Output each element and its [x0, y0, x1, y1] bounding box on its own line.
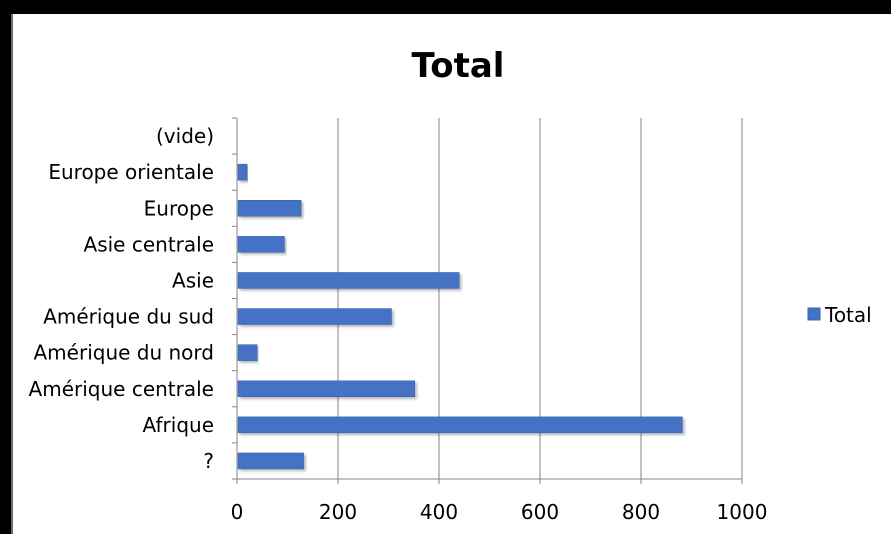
category-labels: (vide) Europe orientale Europe Asie central… [29, 124, 214, 473]
category-label-0: (vide) [156, 124, 214, 148]
x-tick-label-1000: 1000 [717, 500, 768, 524]
x-tick-label-200: 200 [319, 500, 357, 524]
x-tick-label-800: 800 [622, 500, 660, 524]
category-label-6: Amérique du nord [34, 341, 215, 365]
category-label-2: Europe [144, 196, 214, 220]
x-tick-label-400: 400 [420, 500, 458, 524]
bar-4 [237, 272, 460, 289]
bar-6 [237, 344, 258, 361]
window-left-border-shadow [11, 14, 13, 534]
bars [237, 163, 683, 470]
x-tick-label-0: 0 [231, 500, 244, 524]
legend-swatch-total [807, 307, 821, 321]
category-label-7: Amérique centrale [29, 377, 214, 401]
bar-3 [237, 236, 285, 253]
bar-2 [237, 200, 302, 217]
window-left-border [0, 0, 11, 534]
bar-7 [237, 380, 415, 397]
x-tick-labels: 0 200 400 600 800 1000 [231, 500, 768, 524]
category-label-9: ? [203, 449, 214, 473]
legend: Total [807, 303, 872, 327]
axes [232, 117, 743, 484]
category-label-1: Europe orientale [48, 160, 214, 184]
bar-9 [237, 452, 304, 470]
bar-1 [237, 163, 248, 181]
x-tick-label-600: 600 [521, 500, 559, 524]
category-label-3: Asie centrale [84, 232, 214, 256]
category-label-8: Afrique [143, 413, 214, 437]
chart-title: Total [412, 46, 505, 86]
category-label-4: Asie [172, 268, 214, 292]
window-top-border [0, 0, 891, 14]
category-label-5: Amérique du sud [43, 305, 214, 329]
bar-5 [237, 308, 392, 325]
legend-label-total: Total [824, 303, 872, 327]
bar-8 [237, 416, 683, 434]
